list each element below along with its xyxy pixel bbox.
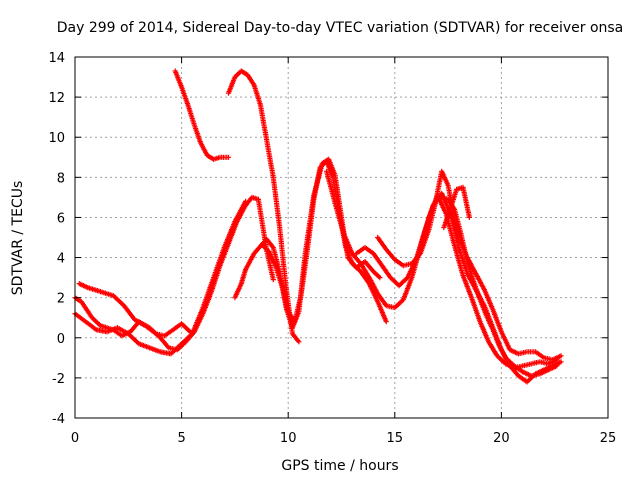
x-tick-label: 15 [387,431,404,446]
x-tick-label: 25 [600,431,617,446]
data-series-track-h [260,158,389,325]
y-tick-label: 0 [57,332,65,347]
data-markers [225,68,302,345]
x-tick-label: 10 [280,431,297,446]
y-tick-label: 8 [57,171,65,186]
data-series-track-e [172,68,232,162]
y-tick-label: 12 [48,91,65,106]
data-series-track-f [225,68,302,345]
data-markers [260,158,389,325]
data-series-track-m [441,184,472,231]
data-markers [172,68,232,162]
data-series-track-d [127,194,276,353]
y-tick-label: 2 [57,292,65,307]
chart-title: Day 299 of 2014, Sidereal Day-to-day VTE… [57,20,624,36]
y-tick-label: 10 [48,131,65,146]
x-tick-label: 0 [71,431,79,446]
data-markers [441,184,472,231]
axes: 0 5 10 15 20 25 -4 -2 0 2 4 6 8 10 12 14 [48,51,616,446]
plot-border [74,56,609,419]
y-axis-label: SDTVAR / TECUs [10,181,26,296]
x-axis-label: GPS time / hours [281,458,398,474]
y-tick-label: 6 [57,211,65,226]
data-points [72,68,564,385]
y-tick-label: 4 [57,252,65,267]
y-tick-label: 14 [48,51,65,66]
x-tick-label: 5 [177,431,185,446]
data-markers [439,194,560,379]
data-series-track-a [72,198,249,357]
y-tick-label: -4 [52,412,65,427]
data-markers [72,198,249,357]
data-markers [127,194,276,353]
y-tick-label: -2 [52,372,65,387]
data-series-track-l [439,194,560,379]
x-tick-label: 20 [493,431,510,446]
